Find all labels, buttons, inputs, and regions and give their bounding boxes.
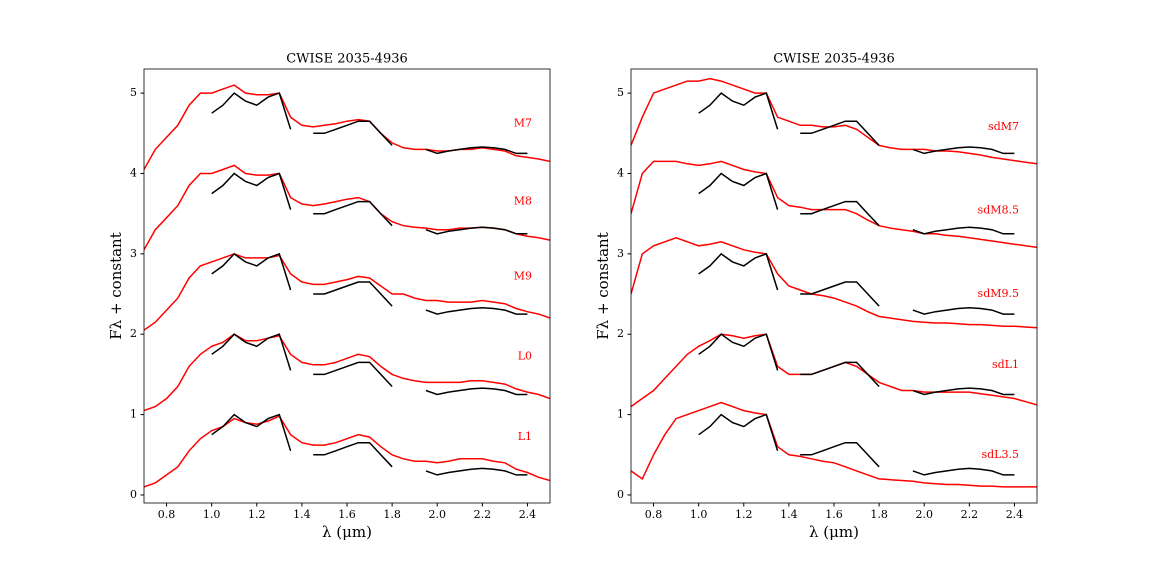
x-tick-label: 2.4 xyxy=(519,508,537,521)
y-axis-label: Fλ + constant xyxy=(107,232,125,339)
spectrum-line xyxy=(631,401,1037,488)
chart-title: CWISE 2035-4936 xyxy=(773,52,895,67)
spectrum-line xyxy=(211,172,528,235)
x-tick-label: 1.8 xyxy=(870,508,888,521)
x-tick-label: 2.2 xyxy=(474,508,492,521)
x-tick-label: 1.8 xyxy=(383,508,401,521)
lines xyxy=(144,84,550,488)
spectrum-line xyxy=(144,164,550,251)
y-axis-label: Fλ + constant xyxy=(594,232,612,339)
spectrum-line xyxy=(144,253,550,331)
x-tick-label: 1.2 xyxy=(735,508,753,521)
spectral-type-label: sdM9.5 xyxy=(978,287,1019,300)
x-tick-label: 2.0 xyxy=(428,508,446,521)
x-tick-label: 1.0 xyxy=(690,508,708,521)
spectrum-line xyxy=(631,77,1037,165)
x-tick-label: 1.0 xyxy=(203,508,221,521)
x-tick-label: 1.6 xyxy=(338,508,356,521)
spectral-type-label: M8 xyxy=(514,195,532,208)
spectrum-line xyxy=(211,92,528,155)
y-tick-label: 1 xyxy=(130,408,137,421)
x-tick-label: 1.4 xyxy=(293,508,311,521)
x-axis-label: λ (μm) xyxy=(809,523,859,541)
spectral-type-label: sdM8.5 xyxy=(978,203,1019,216)
y-tick-label: 5 xyxy=(617,86,624,99)
y-tick-label: 0 xyxy=(617,488,624,501)
spectral-type-label: L1 xyxy=(518,430,532,443)
spectrum-line xyxy=(211,413,528,476)
spectrum-line xyxy=(211,252,528,315)
spectral-type-label: sdM7 xyxy=(988,120,1019,133)
x-tick-label: 0.8 xyxy=(158,508,176,521)
y-tick-label: 4 xyxy=(617,166,624,179)
spectrum-line xyxy=(698,413,1015,476)
spectrum-line xyxy=(144,84,550,170)
y-tick-label: 1 xyxy=(617,408,624,421)
spectrum-line xyxy=(698,172,1015,235)
plot-area xyxy=(144,84,550,488)
x-tick-label: 0.8 xyxy=(645,508,663,521)
spectrum-line xyxy=(698,252,1015,315)
x-tick-label: 1.6 xyxy=(825,508,843,521)
spectrum-line xyxy=(144,415,550,488)
y-tick-label: 0 xyxy=(130,488,137,501)
y-tick-label: 3 xyxy=(130,247,137,260)
y-tick-label: 2 xyxy=(617,327,624,340)
spectrum-line xyxy=(211,333,528,396)
spectral-type-label: L0 xyxy=(518,350,532,363)
x-tick-label: 2.4 xyxy=(1006,508,1024,521)
x-tick-label: 2.0 xyxy=(915,508,933,521)
lines xyxy=(631,77,1037,488)
x-tick-label: 2.2 xyxy=(961,508,979,521)
spectral-type-label: M7 xyxy=(514,117,532,130)
chart-title: CWISE 2035-4936 xyxy=(286,52,408,67)
plot-area xyxy=(631,77,1037,488)
x-tick-label: 1.2 xyxy=(248,508,266,521)
y-tick-label: 2 xyxy=(130,327,137,340)
y-tick-label: 5 xyxy=(130,86,137,99)
spectrum-line xyxy=(631,333,1037,408)
x-axis-label: λ (μm) xyxy=(322,523,372,541)
spectrum-line xyxy=(698,92,1015,155)
spectral-type-label: sdL3.5 xyxy=(982,448,1020,461)
spectrum-line xyxy=(631,237,1037,329)
spectral-type-label: M9 xyxy=(514,269,532,282)
spectrum-line xyxy=(698,333,1015,396)
y-tick-label: 4 xyxy=(130,166,137,179)
spectrum-line xyxy=(631,160,1037,249)
spectrum-line xyxy=(144,333,550,412)
spectral-type-label: sdL1 xyxy=(992,358,1019,371)
x-tick-label: 1.4 xyxy=(780,508,798,521)
y-tick-label: 3 xyxy=(617,247,624,260)
